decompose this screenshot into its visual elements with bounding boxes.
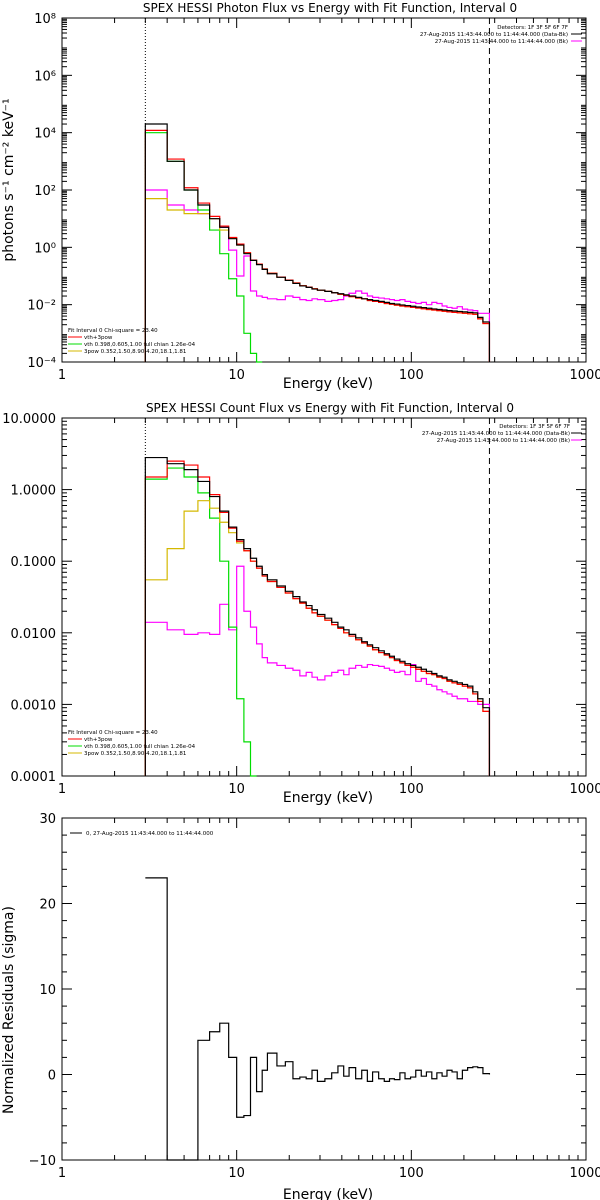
residuals-panel: Energy (keV) Normalized Residuals (sigma… xyxy=(1,812,600,1200)
count-interval-data-text: 27-Aug-2015 11:43:44.000 to 11:44:44.000… xyxy=(422,431,570,437)
count-x-tick-label: 10 xyxy=(228,782,245,797)
photon-legend-fit: Fit Interval 0 Chi-square = 23.40 xyxy=(68,328,158,334)
photon-legend-total: vth+3pow xyxy=(84,335,113,341)
residual-x-tick-label: 10 xyxy=(228,1166,245,1181)
count-detectors-text: Detectors: 1F 3F 5F 6F 7F xyxy=(499,424,570,430)
count-x-tick-label: 100 xyxy=(399,782,424,797)
count-legend-total: vth+3pow xyxy=(84,737,113,743)
residual-plot-frame xyxy=(61,817,587,1161)
photon-y-tick-label: 10⁻² xyxy=(27,299,56,314)
photon-flux-title: SPEX HESSI Photon Flux vs Energy with Fi… xyxy=(143,1,517,15)
photon-x-tick-label: 1 xyxy=(58,368,66,383)
photon-x-tick-label: 100 xyxy=(399,368,424,383)
photon-x-tick-label: 10 xyxy=(228,368,245,383)
count-legend-3pow: 3pow 0.352,1.50,8.90,4.20,18.1,1.81 xyxy=(84,751,186,757)
count-flux-title: SPEX HESSI Count Flux vs Energy with Fit… xyxy=(146,401,514,415)
count-y-tick-label: 0.0001 xyxy=(11,770,57,785)
photon-detectors-text: Detectors: 1F 3F 5F 6F 7F xyxy=(497,25,568,31)
photon-series-bk xyxy=(144,189,491,362)
photon-interval-data-text: 27-Aug-2015 11:43:44.000 to 11:44:44.000… xyxy=(420,32,568,38)
count-series-bk xyxy=(144,565,491,776)
count-flux-panel: SPEX HESSI Count Flux vs Energy with Fit… xyxy=(2,401,600,806)
residual-x-tick-label: 100 xyxy=(399,1166,424,1181)
count-y-tick-label: 0.0010 xyxy=(11,698,57,713)
count-plot-frame xyxy=(61,417,587,777)
photon-flux-xlabel: Energy (keV) xyxy=(283,376,373,392)
residual-y-tick-label: 0 xyxy=(48,1069,56,1084)
count-x-tick-label: 1000 xyxy=(569,782,600,797)
photon-flux-panel: SPEX HESSI Photon Flux vs Energy with Fi… xyxy=(1,1,600,392)
count-y-tick-label: 0.1000 xyxy=(11,555,57,570)
residuals-ylabel: Normalized Residuals (sigma) xyxy=(1,906,17,1114)
photon-series-3pow xyxy=(144,198,491,362)
photon-flux-ylabel: photons s⁻¹ cm⁻² keV⁻¹ xyxy=(1,98,17,261)
photon-y-tick-label: 10⁸ xyxy=(34,12,56,27)
residual-y-tick-label: 30 xyxy=(39,812,56,827)
count-series-vth-3pow xyxy=(144,460,491,776)
residuals-legend-text: 0, 27-Aug-2015 11:43:44.000 to 11:44:44.… xyxy=(86,831,214,837)
photon-y-tick-label: 10⁶ xyxy=(34,69,56,84)
photon-series-vth-3pow xyxy=(144,129,491,362)
residual-x-tick-label: 1 xyxy=(58,1166,66,1181)
photon-series-vth xyxy=(144,132,263,363)
photon-x-tick-label: 1000 xyxy=(569,368,600,383)
photon-series-data-bk xyxy=(144,123,491,362)
count-legend-vth: vth 0.398,0.605,1.00 full chian 1.26e-04 xyxy=(84,744,196,750)
residual-y-tick-label: 20 xyxy=(39,898,56,913)
count-flux-xlabel: Energy (keV) xyxy=(283,790,373,806)
residual-y-tick-label: −10 xyxy=(29,1154,56,1169)
residual-series-residuals xyxy=(145,877,491,1161)
residual-y-tick-label: 10 xyxy=(39,983,56,998)
photon-legend-vth: vth 0.398,0.605,1.00 full chian 1.26e-04 xyxy=(84,342,196,348)
photon-y-tick-label: 10⁻⁴ xyxy=(27,356,56,371)
photon-legend-3pow: 3pow 0.352,1.50,8.90,4.20,18.1,1.81 xyxy=(84,349,186,355)
count-series-3pow xyxy=(144,500,491,776)
photon-plot-frame xyxy=(61,17,587,363)
count-x-tick-label: 1 xyxy=(58,782,66,797)
count-legend-fit: Fit Interval 0 Chi-square = 23.40 xyxy=(68,730,158,736)
photon-y-tick-label: 10⁰ xyxy=(34,241,56,256)
photon-interval-bk-text: 27-Aug-2015 11:43:44.000 to 11:44:44.000… xyxy=(435,39,568,45)
count-y-tick-label: 0.0100 xyxy=(11,627,57,642)
photon-y-tick-label: 10⁴ xyxy=(34,127,56,142)
photon-y-tick-label: 10² xyxy=(34,184,56,199)
count-interval-bk-text: 27-Aug-2015 11:43:44.000 to 11:44:44.000… xyxy=(437,438,570,444)
count-series-data-bk xyxy=(144,456,491,776)
count-y-tick-label: 1.0000 xyxy=(11,484,57,499)
residual-x-tick-label: 1000 xyxy=(569,1166,600,1181)
count-y-tick-label: 10.0000 xyxy=(2,412,56,427)
residuals-xlabel: Energy (keV) xyxy=(283,1187,373,1200)
